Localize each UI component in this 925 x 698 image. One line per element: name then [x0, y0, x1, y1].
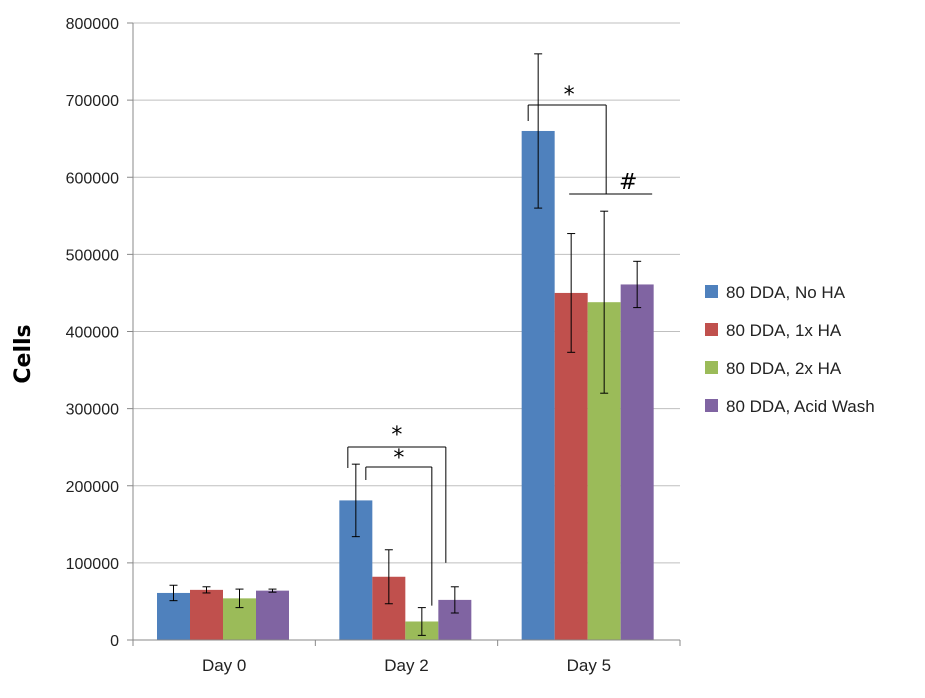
y-axis-ticks: 0 100000 200000 300000 400000 500000 600000 700…: [66, 16, 133, 650]
gridlines: [133, 22, 680, 564]
legend-swatch: [705, 361, 718, 374]
x-tick-label: Day 2: [384, 656, 428, 675]
legend-swatch: [705, 323, 718, 336]
significance-marker: *: [564, 83, 575, 108]
x-tick-label: Day 0: [202, 656, 246, 675]
bar: [620, 284, 654, 640]
x-axis-labels: Day 0 Day 2 Day 5: [202, 656, 611, 675]
significance-annotations: ***#: [347, 83, 653, 606]
legend-entry: 80 DDA, 1x HA: [726, 321, 842, 340]
bar: [256, 590, 289, 640]
bars: [157, 130, 654, 640]
y-tick-label: 400000: [66, 325, 119, 342]
legend-entry: 80 DDA, Acid Wash: [726, 397, 875, 416]
x-tick-label: Day 5: [567, 656, 611, 675]
bar: [190, 589, 223, 640]
y-tick-label: 300000: [66, 402, 119, 419]
y-tick-label: 200000: [66, 479, 119, 496]
significance-marker: #: [619, 170, 637, 195]
legend-entry: 80 DDA, 2x HA: [726, 359, 842, 378]
y-tick-label: 800000: [66, 16, 119, 33]
bar: [521, 130, 555, 640]
y-tick-label: 100000: [66, 556, 119, 573]
y-tick-label: 600000: [66, 170, 119, 187]
y-tick-label: 500000: [66, 247, 119, 264]
significance-marker: *: [393, 446, 404, 471]
error-bars: [169, 53, 642, 636]
y-tick-label: 700000: [66, 93, 119, 110]
significance-marker: *: [391, 423, 402, 448]
legend-entry: 80 DDA, No HA: [726, 283, 846, 302]
y-tick-label: 0: [110, 633, 119, 650]
axes: [132, 23, 681, 646]
legend: 80 DDA, No HA 80 DDA, 1x HA 80 DDA, 2x HA 8…: [705, 283, 875, 416]
y-axis-label: Cells: [11, 324, 36, 383]
legend-swatch: [705, 399, 718, 412]
legend-swatch: [705, 285, 718, 298]
